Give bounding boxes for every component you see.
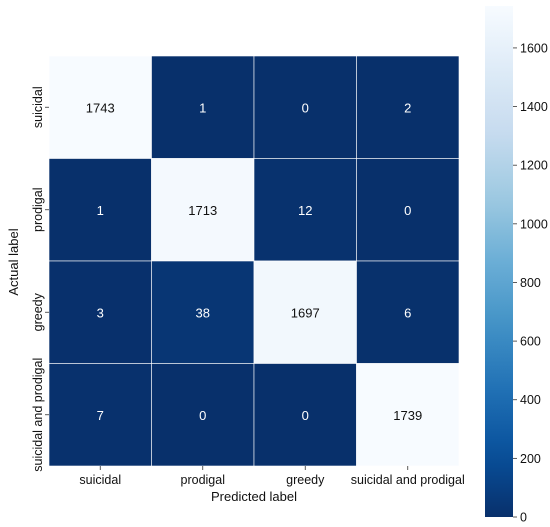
- cell-value-label: 12: [298, 203, 312, 218]
- colorbar-tick-label: 1600: [520, 41, 548, 55]
- cell-value-label: 1: [97, 203, 104, 218]
- colorbar: [485, 6, 513, 517]
- heatmap-cell: [48, 363, 152, 467]
- colorbar-tick-label: 200: [520, 452, 541, 466]
- x-tick-label: suicidal: [79, 473, 121, 487]
- y-tick-label: suicidal and prodigal: [31, 358, 45, 472]
- x-tick-label: greedy: [286, 473, 325, 487]
- cell-value-label: 6: [404, 305, 411, 320]
- heatmap-cell: [356, 260, 460, 364]
- y-axis-label: Actual label: [6, 228, 21, 295]
- y-tick-labels: suicidal prodigal greedy suicidal and prodi…: [31, 86, 49, 472]
- heatmap-cell: [253, 158, 357, 262]
- heatmap-cell: [253, 55, 357, 159]
- heatmap-cell: [48, 55, 152, 159]
- colorbar-tick-label: 1200: [520, 159, 548, 173]
- cell-value-label: 1743: [86, 100, 115, 115]
- cell-value-label: 3: [97, 305, 104, 320]
- y-tick-label: greedy: [31, 292, 45, 331]
- x-tick-label: prodigal: [181, 473, 225, 487]
- heatmap-cells: [48, 55, 460, 467]
- x-axis-label: Predicted label: [211, 489, 297, 504]
- heatmap-cell: [48, 158, 152, 262]
- heatmap-cell: [356, 363, 460, 467]
- colorbar-tick-label: 800: [520, 276, 541, 290]
- heatmap-cell: [151, 363, 255, 467]
- colorbar-tick-label: 600: [520, 335, 541, 349]
- cell-value-label: 0: [302, 100, 309, 115]
- cell-value-label: 0: [404, 203, 411, 218]
- cell-value-label: 1: [199, 100, 206, 115]
- cell-value-label: 0: [199, 408, 206, 423]
- cell-value-label: 1697: [291, 305, 320, 320]
- heatmap-cell: [356, 158, 460, 262]
- cell-value-label: 1713: [188, 203, 217, 218]
- heatmap-cell: [151, 260, 255, 364]
- x-tick-labels: suicidal prodigal greedy suicidal and prodi…: [79, 466, 465, 487]
- cell-value-labels: 1743 1 0 2 1 1713 12 0 3 38 1697 6 7 0 0 1739: [86, 100, 422, 423]
- cell-value-label: 38: [196, 305, 210, 320]
- colorbar-tick-label: 0: [520, 511, 527, 525]
- y-tick-label: suicidal: [31, 86, 45, 128]
- cell-value-label: 0: [302, 408, 309, 423]
- colorbar-tick-label: 1000: [520, 217, 548, 231]
- heatmap-cell: [356, 55, 460, 159]
- colorbar-tick-label: 1400: [520, 100, 548, 114]
- cell-value-label: 2: [404, 100, 411, 115]
- heatmap-cell: [253, 363, 357, 467]
- heatmap-cell: [151, 158, 255, 262]
- colorbar-ticks: 0 200 400 600 800 1000 1200 1400 1600: [513, 41, 548, 525]
- cell-value-label: 1739: [393, 408, 422, 423]
- colorbar-tick-label: 400: [520, 393, 541, 407]
- cell-value-label: 7: [97, 408, 104, 423]
- heatmap-cell: [151, 55, 255, 159]
- y-tick-label: prodigal: [31, 188, 45, 232]
- x-tick-label: suicidal and prodigal: [351, 473, 465, 487]
